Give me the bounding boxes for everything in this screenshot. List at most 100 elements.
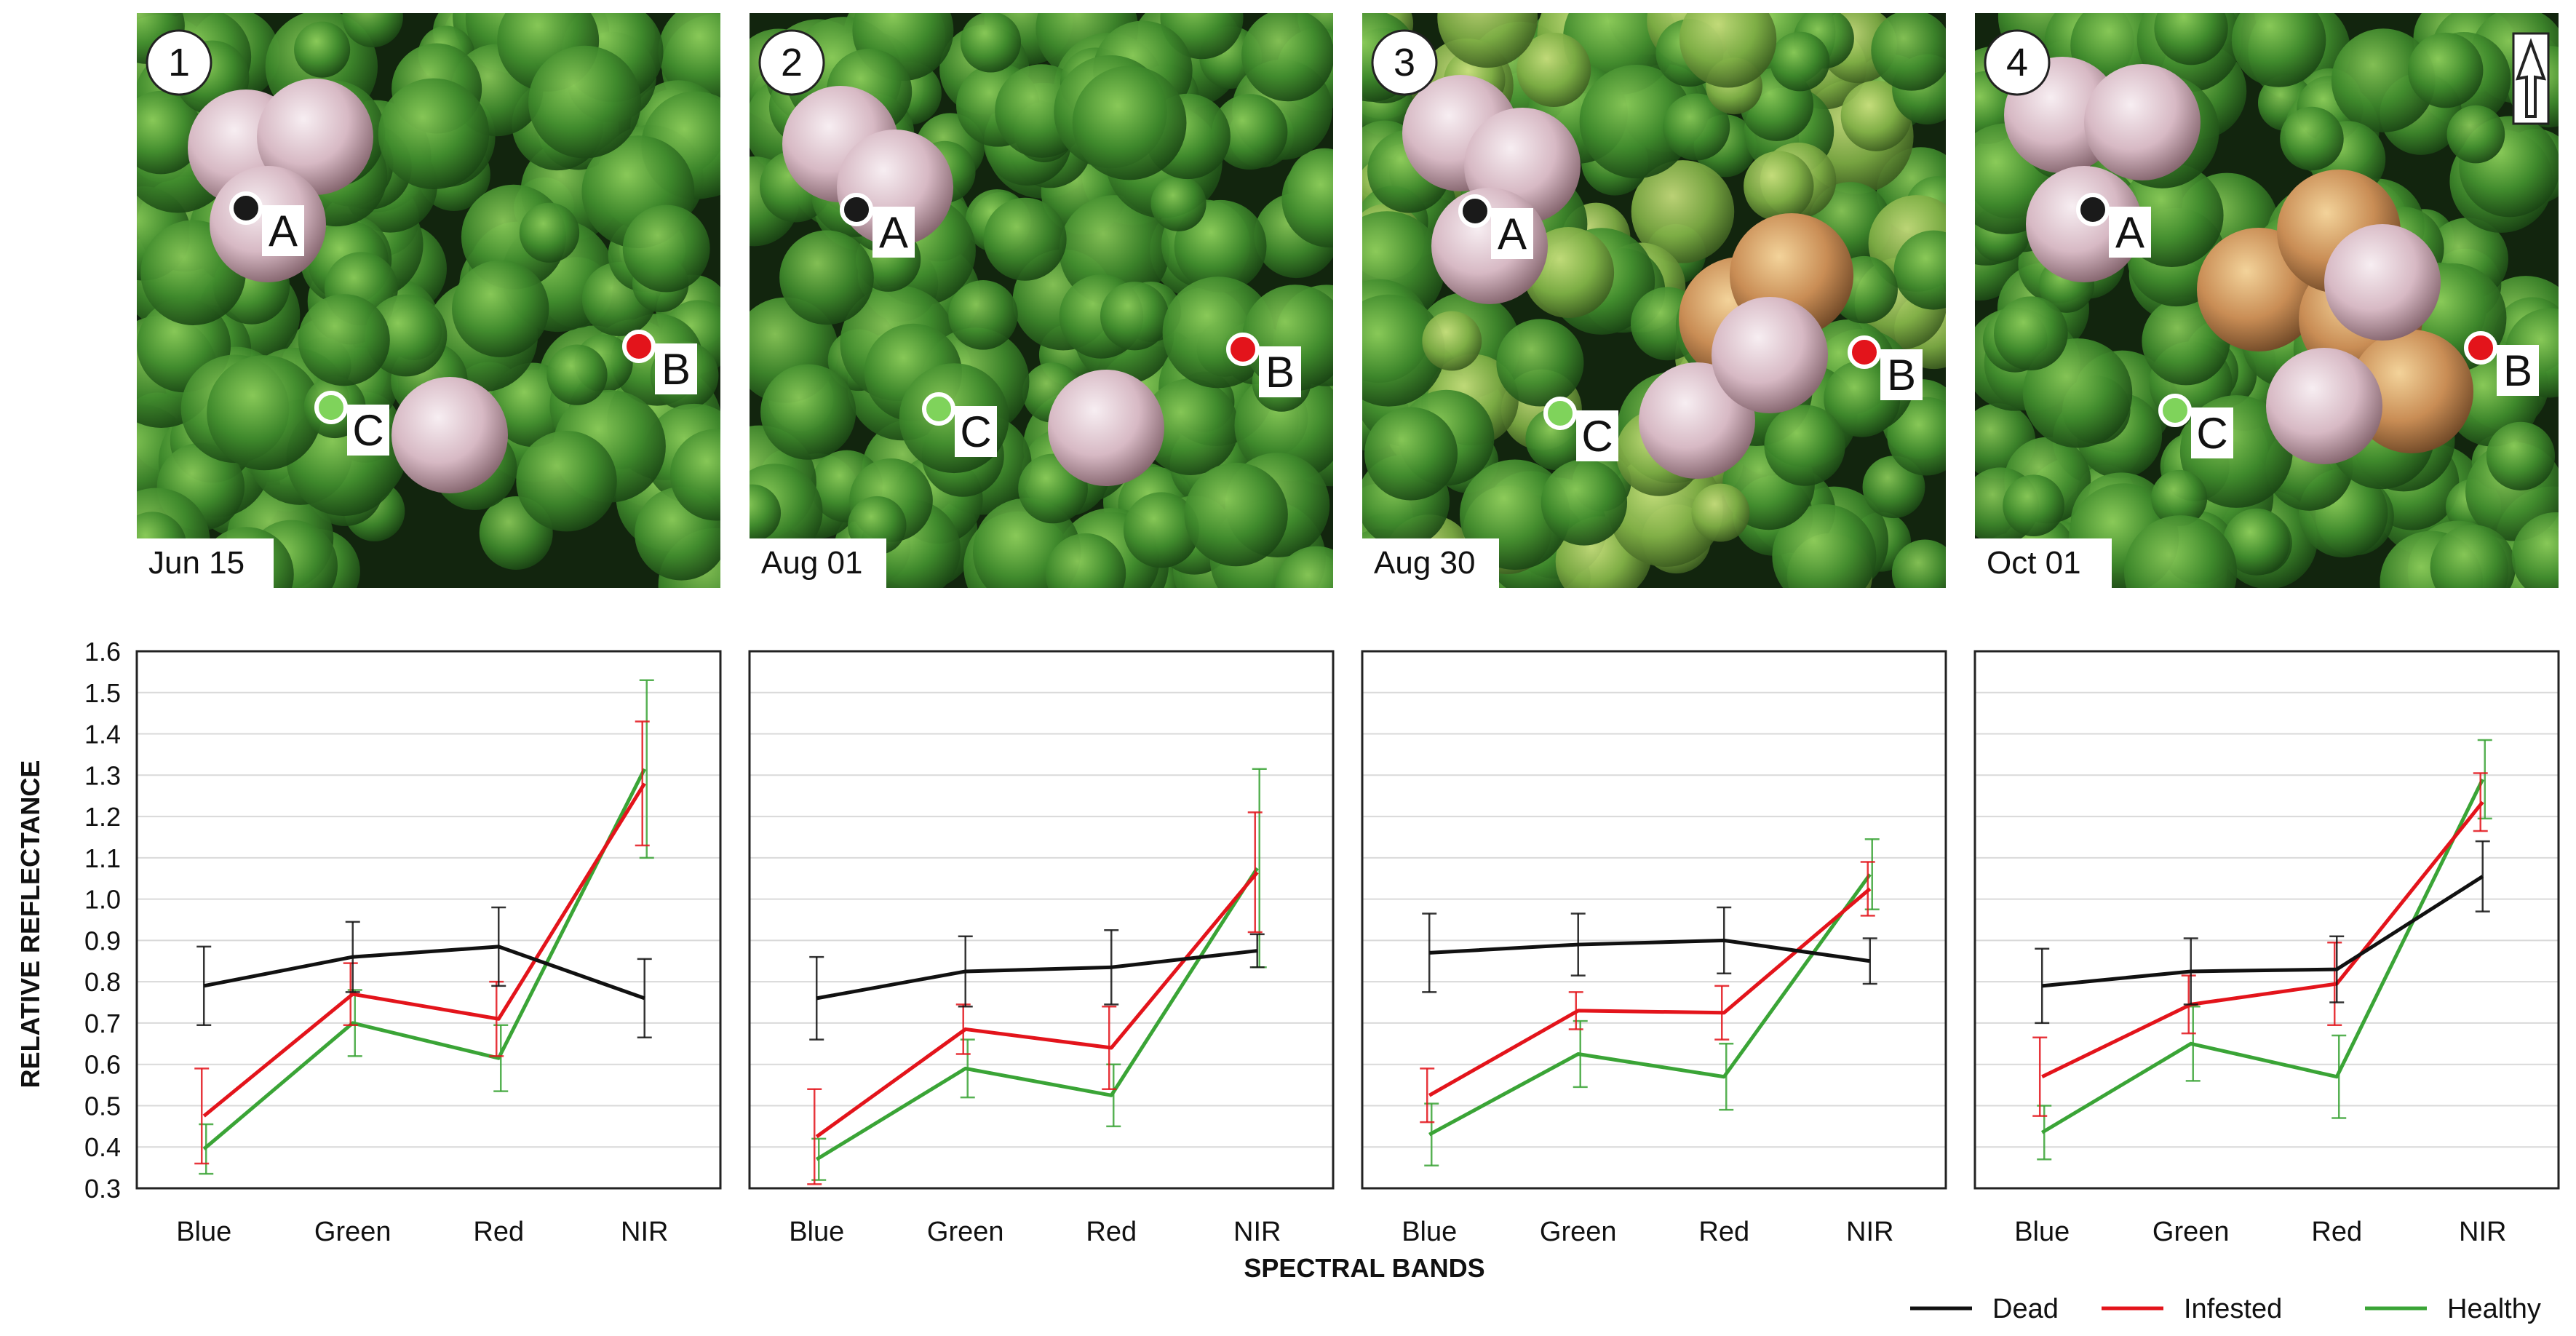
tree-crown bbox=[1744, 151, 1814, 221]
point-label-c: C bbox=[2196, 409, 2227, 458]
tree-crown bbox=[1362, 294, 1445, 407]
tree-crown bbox=[1275, 546, 1333, 588]
series-line-healthy bbox=[202, 768, 646, 1150]
point-label-a: A bbox=[269, 207, 298, 255]
photo-panels: 1 Jun 15 A B C 2 Aug 01 A B C 3 Aug 30 A B C 4 Oct 01 A B C bbox=[137, 13, 2559, 588]
tree-crown bbox=[1541, 459, 1628, 546]
point-label-b: B bbox=[1887, 351, 1916, 399]
point-label-b: B bbox=[2503, 346, 2532, 395]
date-label-box bbox=[137, 538, 274, 588]
y-tick-label: 1.1 bbox=[84, 843, 121, 873]
plot-frame bbox=[1361, 650, 1947, 1190]
tree-crown bbox=[948, 280, 1018, 350]
y-tick-label: 0.9 bbox=[84, 926, 121, 955]
error-bar bbox=[2032, 1036, 2048, 1117]
tree-crown bbox=[1422, 311, 1482, 371]
panel-number: 4 bbox=[2006, 41, 2028, 84]
error-bar bbox=[1862, 937, 1877, 985]
tree-crown bbox=[658, 13, 720, 103]
panel-number: 3 bbox=[1394, 41, 1415, 84]
y-tick-label: 0.3 bbox=[84, 1174, 121, 1204]
point-label-box bbox=[1491, 208, 1533, 259]
legend-label: Infested bbox=[2184, 1294, 2282, 1324]
tree-crown bbox=[983, 197, 1067, 281]
error-bar bbox=[194, 1067, 210, 1165]
point-label-a: A bbox=[1498, 210, 1527, 258]
date-label: Jun 15 bbox=[148, 545, 245, 581]
tree-crown bbox=[1770, 31, 1830, 92]
series-line-dead bbox=[203, 945, 645, 1001]
point-label-c: C bbox=[352, 406, 383, 455]
tree-crown bbox=[294, 21, 351, 78]
tree-crown bbox=[1045, 533, 1126, 588]
tree-crown bbox=[1871, 13, 1946, 91]
tree-crown bbox=[1631, 160, 1735, 263]
y-tick-label: 0.6 bbox=[84, 1050, 121, 1080]
tree-crown bbox=[2222, 508, 2290, 576]
tree-crown bbox=[2280, 106, 2344, 171]
series-line-dead bbox=[816, 949, 1258, 1001]
error-bar bbox=[635, 720, 650, 847]
error-bar bbox=[639, 679, 654, 859]
x-tick-label: Red bbox=[2311, 1217, 2362, 1247]
point-label-a: A bbox=[2115, 208, 2144, 257]
x-tick-label: Blue bbox=[1402, 1217, 1457, 1247]
x-tick-label: Green bbox=[314, 1217, 391, 1247]
error-bar bbox=[637, 958, 652, 1039]
series-line-infested bbox=[202, 782, 646, 1118]
series-infested bbox=[807, 811, 1263, 1185]
series-line-dead bbox=[1429, 938, 1871, 963]
chart-panel: Blue Green Red NIR bbox=[1973, 650, 2560, 1247]
x-tick-label: NIR bbox=[1233, 1217, 1281, 1247]
tree-crown bbox=[2154, 13, 2228, 65]
series-healthy bbox=[811, 768, 1267, 1181]
tree-crown bbox=[1679, 13, 1777, 88]
tree-crown bbox=[760, 364, 856, 460]
y-axis-label: RELATIVE REFLECTANCE bbox=[15, 760, 45, 1089]
point-label-box bbox=[2191, 407, 2233, 458]
panel-number-badge bbox=[758, 29, 825, 96]
photo-panel: 1 Jun 15 A B C bbox=[137, 13, 720, 588]
y-tick-label: 0.5 bbox=[84, 1091, 121, 1121]
date-label: Oct 01 bbox=[1987, 545, 2081, 581]
point-label-box bbox=[655, 343, 697, 394]
date-label-box bbox=[750, 538, 886, 588]
error-bar bbox=[1249, 933, 1265, 969]
tree-crown bbox=[2446, 105, 2505, 164]
tree-crown bbox=[1100, 282, 1169, 351]
tree-crown bbox=[2022, 338, 2133, 448]
sample-point-c bbox=[2158, 394, 2192, 427]
series-healthy bbox=[199, 679, 654, 1175]
photo-panel: 3 Aug 30 A B C bbox=[1362, 13, 1946, 588]
panel-number: 1 bbox=[168, 41, 190, 84]
tree-crown bbox=[2430, 525, 2516, 588]
series-healthy bbox=[2037, 739, 2492, 1161]
tree-crown bbox=[452, 260, 549, 357]
legend: Dead Infested Healthy bbox=[1910, 1294, 2541, 1324]
series-infested bbox=[1420, 861, 1875, 1124]
y-tick-label: 0.4 bbox=[84, 1132, 121, 1162]
sample-point-a bbox=[2076, 193, 2110, 226]
tree-crown bbox=[2486, 421, 2556, 490]
point-label-box bbox=[1880, 349, 1923, 400]
series-line-healthy bbox=[815, 867, 1259, 1161]
series-line-infested bbox=[815, 871, 1259, 1139]
x-tick-label: Green bbox=[1540, 1217, 1617, 1247]
tree-crown bbox=[1891, 539, 1946, 588]
tree-crown bbox=[207, 355, 322, 471]
tree-crown bbox=[1150, 175, 1206, 231]
x-tick-label: Red bbox=[1086, 1217, 1137, 1247]
tree-crown-dead bbox=[2084, 64, 2201, 180]
legend-item-healthy: Healthy bbox=[2365, 1294, 2541, 1324]
chart-panel: Blue Green Red NIR bbox=[1361, 650, 1947, 1247]
date-label: Aug 01 bbox=[761, 545, 862, 581]
tree-crown bbox=[669, 429, 720, 521]
series-dead bbox=[809, 929, 1265, 1041]
x-tick-label: NIR bbox=[1846, 1217, 1893, 1247]
tree-crown-infested bbox=[2350, 330, 2473, 453]
tree-crown-dead bbox=[1712, 297, 1828, 413]
panel-number-badge bbox=[1371, 29, 1438, 96]
date-label-box bbox=[1975, 538, 2112, 588]
y-tick-label: 1.6 bbox=[84, 637, 121, 667]
y-tick-label: 0.8 bbox=[84, 967, 121, 997]
